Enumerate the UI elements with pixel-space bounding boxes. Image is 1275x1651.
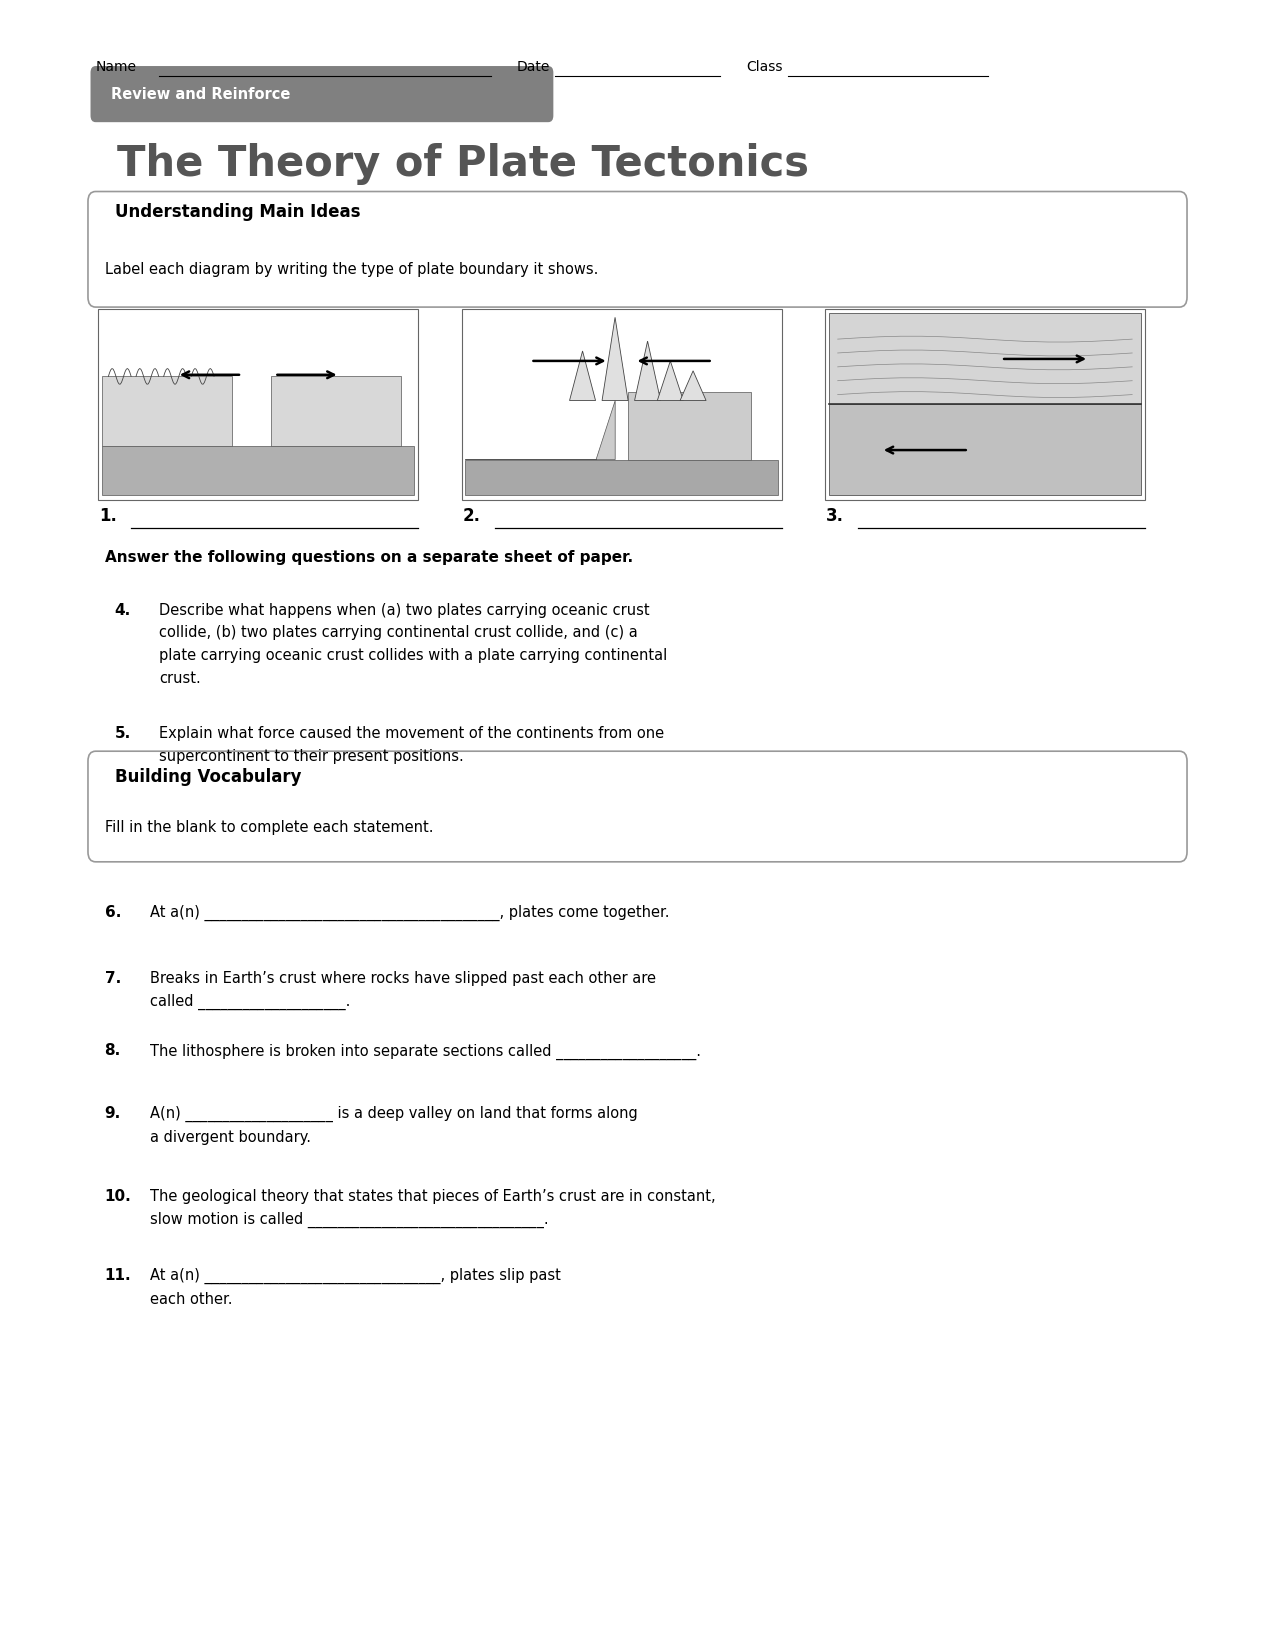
Bar: [102, 446, 414, 495]
Text: Describe what happens when (a) two plates carrying oceanic crust
collide, (b) tw: Describe what happens when (a) two plate…: [159, 603, 668, 687]
Text: 5.: 5.: [115, 726, 131, 741]
Text: Class: Class: [746, 61, 783, 74]
Text: 10.: 10.: [105, 1189, 131, 1204]
Polygon shape: [680, 371, 706, 401]
Text: 2.: 2.: [463, 507, 481, 525]
Text: 3.: 3.: [826, 507, 844, 525]
Polygon shape: [658, 362, 683, 401]
Text: 8.: 8.: [105, 1043, 121, 1058]
Bar: [102, 376, 232, 446]
Polygon shape: [570, 352, 595, 401]
Text: 6.: 6.: [105, 905, 121, 920]
Text: At a(n) ________________________________________, plates come together.: At a(n) ________________________________…: [150, 905, 669, 921]
Text: Name: Name: [96, 61, 136, 74]
FancyBboxPatch shape: [88, 192, 1187, 307]
Bar: [829, 314, 1141, 404]
Bar: [270, 376, 400, 446]
Text: 1.: 1.: [99, 507, 117, 525]
Text: 9.: 9.: [105, 1106, 121, 1121]
Text: A(n) ____________________ is a deep valley on land that forms along
a divergent : A(n) ____________________ is a deep vall…: [150, 1106, 639, 1146]
Text: 11.: 11.: [105, 1268, 131, 1283]
Bar: [825, 309, 1145, 500]
Text: The lithosphere is broken into separate sections called ___________________.: The lithosphere is broken into separate …: [150, 1043, 701, 1060]
Text: At a(n) ________________________________, plates slip past
each other.: At a(n) ________________________________…: [150, 1268, 561, 1308]
Text: Breaks in Earth’s crust where rocks have slipped past each other are
called ____: Breaks in Earth’s crust where rocks have…: [150, 971, 657, 1010]
Bar: [462, 309, 782, 500]
Bar: [465, 459, 778, 495]
Text: Date: Date: [516, 61, 550, 74]
Text: Label each diagram by writing the type of plate boundary it shows.: Label each diagram by writing the type o…: [105, 263, 598, 277]
Text: Fill in the blank to complete each statement.: Fill in the blank to complete each state…: [105, 821, 434, 835]
Text: 7.: 7.: [105, 971, 121, 986]
Text: 4.: 4.: [115, 603, 131, 617]
Text: Building Vocabulary: Building Vocabulary: [115, 768, 301, 786]
Text: Explain what force caused the movement of the continents from one
supercontinent: Explain what force caused the movement o…: [159, 726, 664, 764]
FancyBboxPatch shape: [91, 66, 553, 122]
Text: Review and Reinforce: Review and Reinforce: [111, 86, 291, 102]
Text: Understanding Main Ideas: Understanding Main Ideas: [115, 203, 361, 221]
Bar: [829, 404, 1141, 495]
Text: The geological theory that states that pieces of Earth’s crust are in constant,
: The geological theory that states that p…: [150, 1189, 717, 1228]
Polygon shape: [465, 401, 615, 459]
Text: Answer the following questions on a separate sheet of paper.: Answer the following questions on a sepa…: [105, 550, 632, 565]
Bar: [627, 393, 751, 459]
Polygon shape: [602, 317, 629, 401]
Polygon shape: [635, 342, 660, 401]
Bar: [98, 309, 418, 500]
FancyBboxPatch shape: [88, 751, 1187, 862]
Text: The Theory of Plate Tectonics: The Theory of Plate Tectonics: [117, 144, 810, 185]
